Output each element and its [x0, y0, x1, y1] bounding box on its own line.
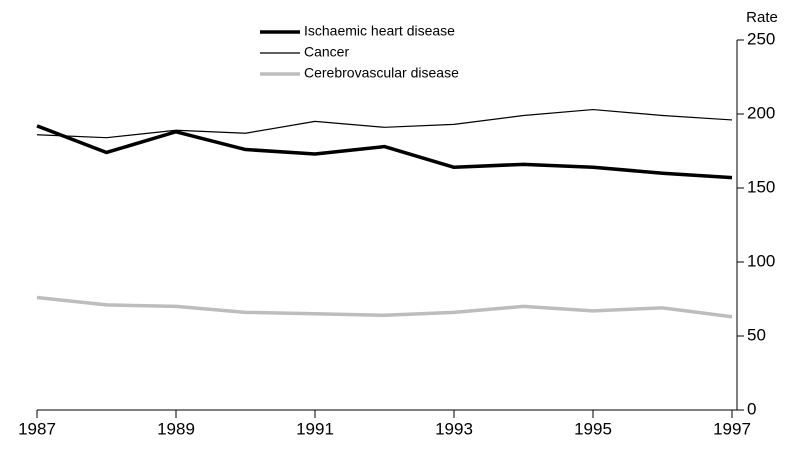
y-tick-label: 250 — [747, 29, 775, 48]
y-tick-label: 50 — [747, 325, 766, 344]
x-tick-label: 1991 — [296, 419, 334, 438]
series-line — [36, 108, 733, 139]
x-tick-label: 1987 — [18, 419, 56, 438]
y-tick-label: 100 — [747, 251, 775, 270]
y-tick-label: 0 — [747, 399, 756, 418]
legend: Ischaemic heart disease Cancer Cerebrovasc… — [260, 23, 459, 81]
y-tick-label: 150 — [747, 177, 775, 196]
y-tick-label: 200 — [747, 103, 775, 122]
legend-label: Cerebrovascular disease — [304, 65, 459, 81]
series-line — [36, 295, 733, 319]
legend-label: Cancer — [304, 44, 349, 60]
x-tick-label: 1995 — [574, 419, 612, 438]
legend-label: Ischaemic heart disease — [304, 23, 455, 39]
x-tick-label: 1997 — [713, 419, 751, 438]
y-axis-label: Rate — [746, 9, 778, 26]
series-line — [36, 124, 733, 180]
x-tick-label: 1989 — [157, 419, 195, 438]
x-tick-label: 1993 — [435, 419, 473, 438]
